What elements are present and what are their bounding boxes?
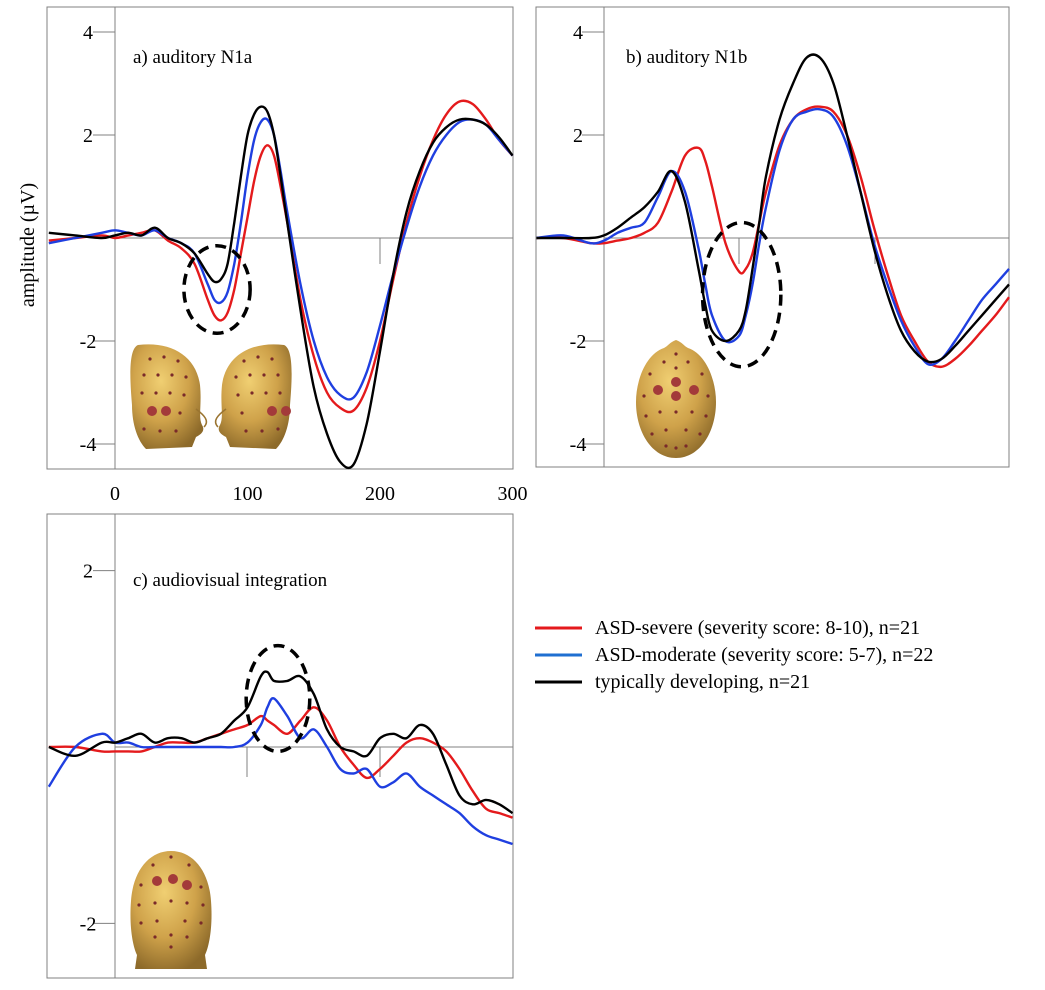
series-line-typical (536, 53, 1010, 364)
y-tick-label: 4 (83, 22, 93, 44)
legend-item-moderate: ASD-moderate (severity score: 5-7), n=22 (535, 644, 933, 666)
scalp-maps (130, 344, 292, 449)
legend-label-moderate: ASD-moderate (severity score: 5-7), n=22 (595, 644, 933, 666)
panel-auditory-n1b: b) auditory N1b -4 -2 2 4 (535, 6, 1010, 468)
y-axis-label: amplitude (µV) (17, 183, 39, 307)
y-tick-label: 2 (83, 125, 93, 147)
series-line-typical (48, 670, 514, 815)
highlight-ellipse (182, 243, 252, 336)
y-tick-label: 4 (573, 22, 583, 44)
panel-title: c) audiovisual integration (133, 570, 328, 591)
series-line-typical (48, 105, 514, 470)
legend-item-typical: typically developing, n=21 (535, 671, 810, 693)
panel-title: a) auditory N1a (133, 47, 253, 68)
legend-label-typical: typically developing, n=21 (595, 671, 810, 693)
scalp-map-back-head (130, 851, 212, 969)
series-layer (536, 53, 1010, 369)
panel-title: b) auditory N1b (626, 47, 747, 68)
scalp-maps (130, 851, 212, 969)
series-layer (47, 670, 514, 846)
x-tick-label: 0 (110, 483, 120, 505)
scalp-map-top-head (636, 340, 716, 458)
y-tick-label: 2 (573, 125, 583, 147)
y-tick-label: -4 (570, 434, 587, 456)
x-tick-label: 200 (365, 483, 395, 505)
series-line-moderate (47, 697, 513, 846)
y-tick-label: 2 (83, 561, 93, 583)
highlight-ellipse (244, 643, 312, 754)
legend-item-severe: ASD-severe (severity score: 8-10), n=21 (535, 617, 920, 639)
y-tick-label: -4 (80, 434, 97, 456)
y-tick-label: -2 (570, 331, 587, 353)
x-tick-label: 300 (498, 483, 528, 505)
highlight-ellipse (700, 220, 783, 369)
panel-audiovisual-integration: c) audiovisual integration -2 2 (46, 513, 514, 979)
panel-frame (46, 513, 514, 979)
scalp-map-left-head (130, 344, 208, 449)
y-tick-label: -2 (80, 331, 97, 353)
scalp-map-right-head (214, 344, 292, 449)
legend: ASD-severe (severity score: 8-10), n=21 … (535, 617, 933, 693)
scalp-maps (636, 340, 716, 458)
series-line-moderate (536, 107, 1010, 367)
axes: -4 -2 2 4 0 100 200 300 (80, 7, 528, 505)
series-line-severe (48, 706, 513, 819)
axes: -4 -2 2 4 (570, 7, 1009, 467)
legend-label-severe: ASD-severe (severity score: 8-10), n=21 (595, 617, 920, 639)
y-tick-label: -2 (80, 913, 97, 935)
panel-auditory-n1a: a) auditory N1a -4 -2 2 4 0 100 200 300 (46, 6, 528, 505)
panel-frame (535, 6, 1010, 468)
series-layer (48, 99, 514, 470)
x-tick-label: 100 (233, 483, 263, 505)
